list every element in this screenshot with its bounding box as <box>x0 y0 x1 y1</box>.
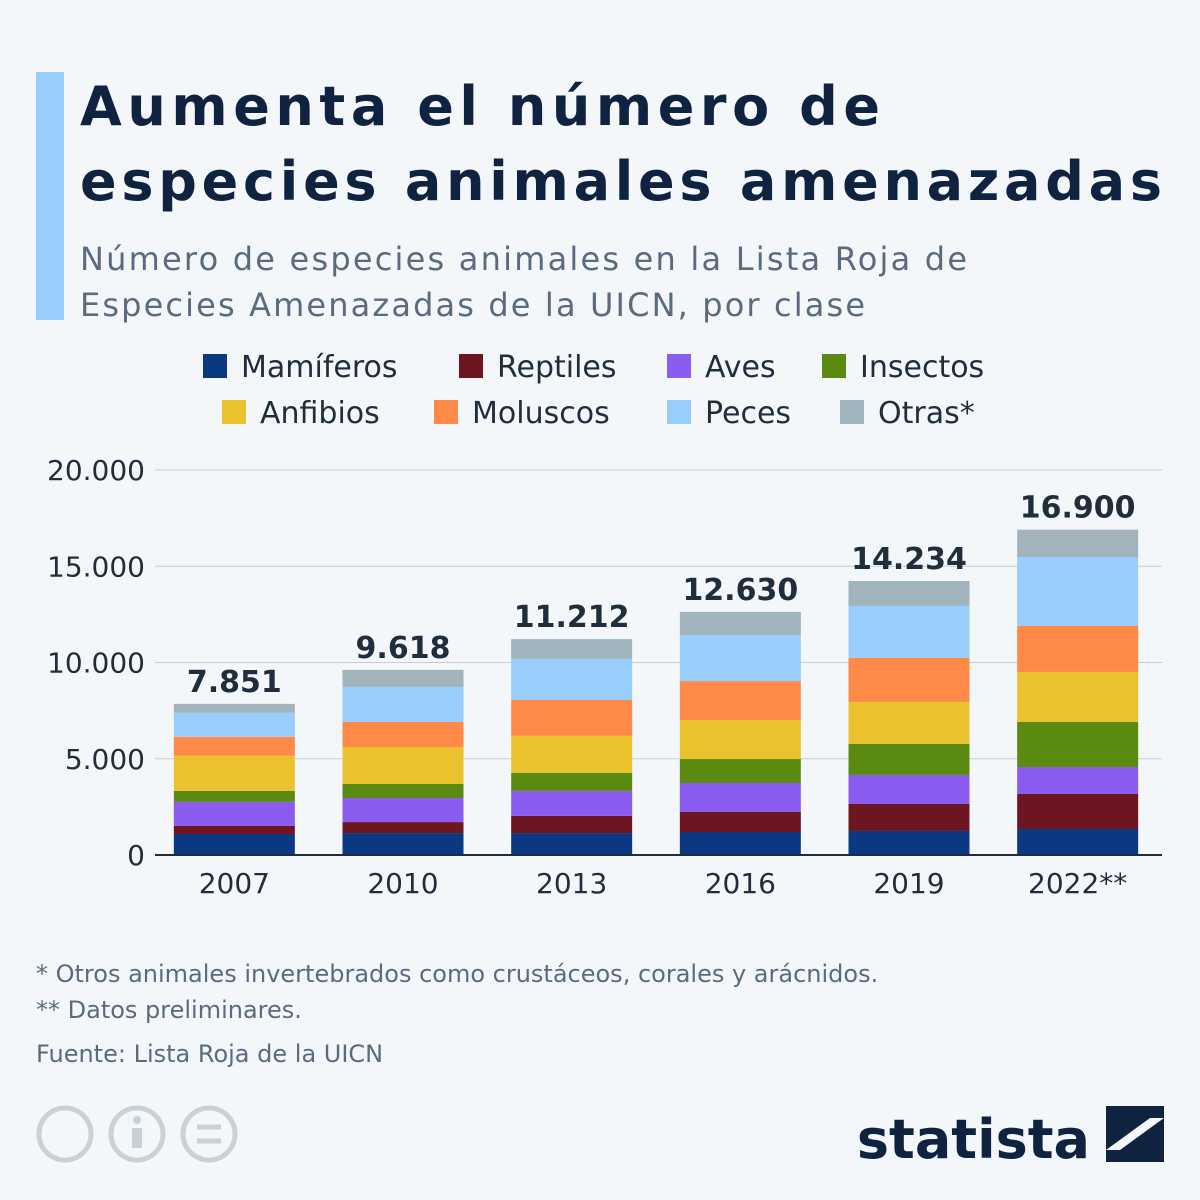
x-tick-label: 2019 <box>873 867 944 900</box>
x-tick-label: 2016 <box>705 867 776 900</box>
bar-segment <box>342 783 464 799</box>
bar-segment <box>679 635 801 682</box>
total-label: 12.630 <box>682 573 798 608</box>
bar-segment <box>1017 793 1139 830</box>
footnote: * Otros animales invertebrados como crus… <box>36 960 878 988</box>
bar-segment <box>1017 767 1139 794</box>
bar-segment <box>342 822 464 834</box>
legend-swatch <box>667 354 691 378</box>
y-tick-label: 15.000 <box>47 550 145 583</box>
bar-segment <box>511 735 633 773</box>
legend-label: Insectos <box>860 350 984 385</box>
bar-segment <box>342 833 464 855</box>
legend-swatch <box>459 354 483 378</box>
total-label: 16.900 <box>1020 491 1136 526</box>
legend-swatch <box>840 400 864 424</box>
bar-segment <box>173 755 295 791</box>
total-label: 14.234 <box>851 542 967 577</box>
footnote: ** Datos preliminares. <box>36 996 302 1024</box>
x-tick-label: 2022** <box>1028 867 1127 900</box>
bar-segment <box>848 580 970 606</box>
y-tick-label: 20.000 <box>47 454 145 487</box>
bar-segment <box>848 803 970 831</box>
bar-segment <box>848 701 970 744</box>
y-tick-label: 10.000 <box>47 647 145 680</box>
bar-segment <box>342 686 464 722</box>
total-label: 11.212 <box>514 600 630 635</box>
legend-label: Otras* <box>878 396 975 431</box>
bar-segment <box>1017 829 1139 855</box>
source: Fuente: Lista Roja de la UICN <box>36 1040 383 1068</box>
bar-segment <box>848 605 970 658</box>
bar-segment <box>848 830 970 855</box>
bar-segment <box>511 639 633 659</box>
bar-segment <box>173 834 295 855</box>
bar-segment <box>173 736 295 756</box>
bar-segment <box>679 831 801 855</box>
brand: statista <box>857 1108 1090 1171</box>
x-tick-label: 2010 <box>367 867 438 900</box>
bar-segment <box>173 825 295 835</box>
total-label: 7.851 <box>187 665 282 700</box>
x-tick-label: 2013 <box>536 867 607 900</box>
accent-bar <box>36 72 64 320</box>
bar-segment <box>173 790 295 802</box>
legend-swatch <box>434 400 458 424</box>
bar-segment <box>511 699 633 736</box>
bar-segment <box>342 721 464 748</box>
legend-label: Mamíferos <box>241 350 398 385</box>
bar-segment <box>511 772 633 791</box>
bar-segment <box>342 747 464 784</box>
bar-segment <box>511 815 633 834</box>
x-tick-label: 2007 <box>199 867 270 900</box>
legend-swatch <box>222 400 246 424</box>
bar-segment <box>173 712 295 737</box>
chart-subtitle: Número de especies animales en la Lista … <box>80 240 967 278</box>
bar-segment <box>511 790 633 816</box>
bar-segment <box>1017 557 1139 626</box>
bar-segment <box>1017 625 1139 672</box>
bar-segment <box>342 798 464 823</box>
legend-label: Reptiles <box>497 350 617 385</box>
y-tick-label: 0 <box>127 839 145 872</box>
brand-logo <box>1106 1106 1164 1162</box>
bar-segment <box>511 658 633 700</box>
legend-label: Aves <box>705 350 776 385</box>
bar-segment <box>1017 529 1139 558</box>
legend-swatch <box>203 354 227 378</box>
bar-segment <box>173 703 295 713</box>
chart-subtitle: Especies Amenazadas de la UICN, por clas… <box>80 286 865 324</box>
legend-label: Moluscos <box>472 396 610 431</box>
legend-label: Peces <box>705 396 791 431</box>
y-tick-label: 5.000 <box>65 743 145 776</box>
legend-label: Anfibios <box>260 396 380 431</box>
chart-title: especies animales amenazadas <box>80 150 1162 213</box>
bar-segment <box>679 681 801 721</box>
bar-segment <box>1017 721 1139 768</box>
total-label: 9.618 <box>356 631 451 666</box>
license-icons <box>36 1105 238 1163</box>
bar-segment <box>342 669 464 687</box>
bar-segment <box>679 783 801 812</box>
bar-segment <box>679 720 801 760</box>
bar-segment <box>848 774 970 804</box>
bar-segment <box>1017 671 1139 722</box>
legend-swatch <box>822 354 846 378</box>
bar-segment <box>848 657 970 702</box>
bar-segment <box>511 833 633 855</box>
bar-segment <box>679 759 801 784</box>
legend-swatch <box>667 400 691 424</box>
bar-segment <box>679 811 801 832</box>
bar-segment <box>848 743 970 775</box>
bar-segment <box>173 801 295 826</box>
bar-segment <box>679 611 801 636</box>
